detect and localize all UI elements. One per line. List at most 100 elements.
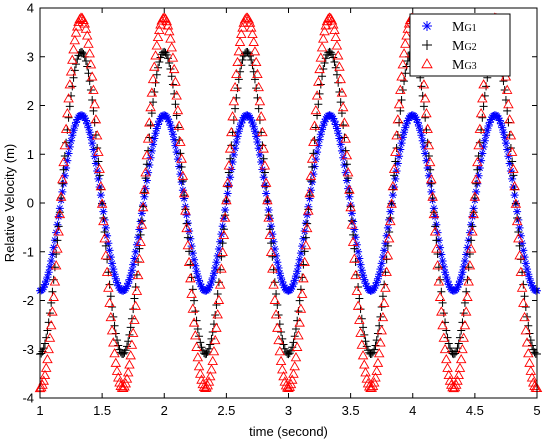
data-point xyxy=(426,174,437,184)
data-point xyxy=(162,112,171,121)
data-point xyxy=(268,252,277,261)
data-point xyxy=(236,28,247,39)
data-point xyxy=(58,179,67,188)
data-point xyxy=(60,152,69,161)
data-point xyxy=(483,126,492,135)
data-point xyxy=(196,338,205,347)
data-point xyxy=(70,27,82,37)
data-point xyxy=(185,227,194,236)
data-point xyxy=(380,246,389,255)
data-point xyxy=(243,48,252,57)
data-point xyxy=(484,121,493,130)
data-point xyxy=(518,239,527,248)
data-point xyxy=(236,122,245,131)
data-point xyxy=(524,270,533,279)
data-point xyxy=(414,121,423,130)
data-point xyxy=(94,157,103,166)
data-point xyxy=(421,149,430,158)
y-axis-label: Relative Velocity (m) xyxy=(2,144,17,262)
data-point xyxy=(347,236,359,246)
data-point xyxy=(274,264,283,273)
data-point xyxy=(474,152,483,161)
data-point xyxy=(459,262,468,271)
data-point xyxy=(260,181,269,190)
data-point xyxy=(248,119,257,128)
data-point xyxy=(186,234,195,243)
data-point xyxy=(345,192,354,201)
data-point xyxy=(422,21,432,31)
data-point xyxy=(523,265,532,274)
data-point xyxy=(349,217,358,226)
data-point xyxy=(257,158,266,167)
data-point xyxy=(442,362,453,372)
data-point xyxy=(398,133,407,142)
data-point xyxy=(334,61,345,71)
data-point xyxy=(419,142,428,151)
data-point xyxy=(521,259,530,268)
data-point xyxy=(273,334,284,345)
data-point xyxy=(525,365,537,375)
data-point xyxy=(329,53,338,62)
data-point xyxy=(332,124,341,133)
data-point xyxy=(47,306,58,316)
data-point xyxy=(480,136,489,145)
data-point xyxy=(516,231,525,240)
data-point xyxy=(419,93,431,103)
data-point xyxy=(495,116,504,125)
data-point xyxy=(371,281,380,290)
data-point xyxy=(299,256,310,267)
data-point xyxy=(352,300,364,310)
data-point xyxy=(332,70,341,79)
data-point xyxy=(482,131,491,140)
data-point xyxy=(398,48,410,58)
data-point xyxy=(311,90,323,100)
data-point xyxy=(108,303,117,312)
data-point xyxy=(279,281,288,290)
data-point xyxy=(422,40,432,50)
data-point xyxy=(354,314,365,324)
data-point xyxy=(151,40,163,50)
data-point xyxy=(347,209,356,218)
data-point xyxy=(40,339,49,348)
data-point xyxy=(361,279,370,288)
data-point xyxy=(397,139,406,148)
data-point xyxy=(313,76,324,86)
data-point xyxy=(467,236,476,245)
data-point xyxy=(377,311,389,322)
data-point xyxy=(362,282,371,291)
data-point xyxy=(209,334,221,345)
data-point xyxy=(130,254,139,263)
data-point xyxy=(180,205,191,215)
data-point xyxy=(68,131,77,140)
data-point xyxy=(54,208,66,219)
data-point xyxy=(149,140,158,149)
data-point xyxy=(417,131,426,140)
data-point xyxy=(454,339,463,348)
data-point xyxy=(250,56,262,67)
data-point xyxy=(131,283,140,292)
data-point xyxy=(254,96,266,106)
data-point xyxy=(195,368,206,378)
data-point xyxy=(83,38,94,48)
data-point xyxy=(109,265,118,274)
data-point xyxy=(141,184,150,193)
y-tick-label: 3 xyxy=(27,49,34,64)
data-point xyxy=(482,82,491,91)
data-point xyxy=(427,179,436,188)
data-point xyxy=(45,262,54,271)
data-point xyxy=(309,170,318,179)
data-point xyxy=(254,144,263,153)
data-point xyxy=(306,153,318,163)
data-point xyxy=(190,296,199,305)
data-point xyxy=(439,343,451,354)
data-point xyxy=(508,174,517,183)
data-point xyxy=(255,111,267,121)
data-point xyxy=(357,314,366,323)
data-point xyxy=(511,215,523,226)
data-point xyxy=(392,114,404,124)
data-point xyxy=(267,263,278,273)
data-point xyxy=(103,231,112,240)
data-point xyxy=(212,309,223,319)
data-point xyxy=(300,240,312,250)
data-point xyxy=(207,355,218,366)
